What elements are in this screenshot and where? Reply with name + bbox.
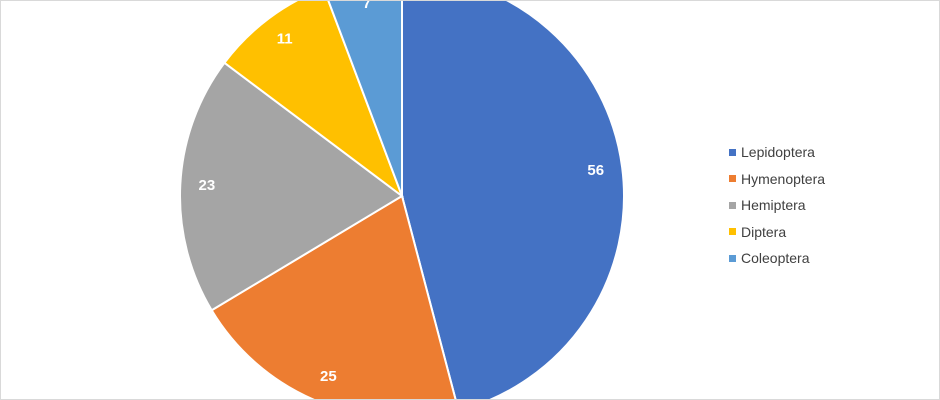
legend-swatch [729, 148, 736, 156]
legend-label: Coleoptera [741, 250, 810, 267]
legend: Lepidoptera Hymenoptera Hemiptera Diptera Co… [729, 139, 825, 272]
data-label-coleoptera: 7 [363, 1, 371, 12]
legend-item-hymenoptera: Hymenoptera [729, 166, 825, 193]
legend-swatch [729, 254, 736, 262]
pie-slice-diptera [223, 1, 405, 199]
pie-data-labels: 56 25 23 11 7 [199, 1, 605, 385]
pie-slice-hemiptera [179, 61, 404, 312]
legend-item-coleoptera: Coleoptera [729, 245, 825, 272]
pie-slice-hymenoptera [210, 194, 457, 399]
data-label-hemiptera: 23 [199, 177, 216, 194]
data-label-diptera: 11 [277, 31, 293, 48]
legend-swatch [729, 228, 736, 236]
pie-slices [179, 1, 625, 399]
data-label-lepidoptera: 56 [587, 162, 604, 179]
pie-slice-coleoptera [327, 1, 403, 197]
legend-label: Hemiptera [741, 197, 806, 214]
legend-label: Hymenoptera [741, 170, 826, 187]
pie-slice-lepidoptera [401, 1, 625, 399]
legend-label: Diptera [741, 223, 787, 240]
legend-item-diptera: Diptera [729, 219, 825, 246]
legend-label: Lepidoptera [741, 144, 815, 161]
legend-item-lepidoptera: Lepidoptera [729, 139, 825, 166]
legend-item-hemiptera: Hemiptera [729, 192, 825, 219]
legend-swatch [729, 201, 736, 209]
legend-swatch [729, 175, 736, 183]
data-label-hymenoptera: 25 [320, 368, 337, 385]
